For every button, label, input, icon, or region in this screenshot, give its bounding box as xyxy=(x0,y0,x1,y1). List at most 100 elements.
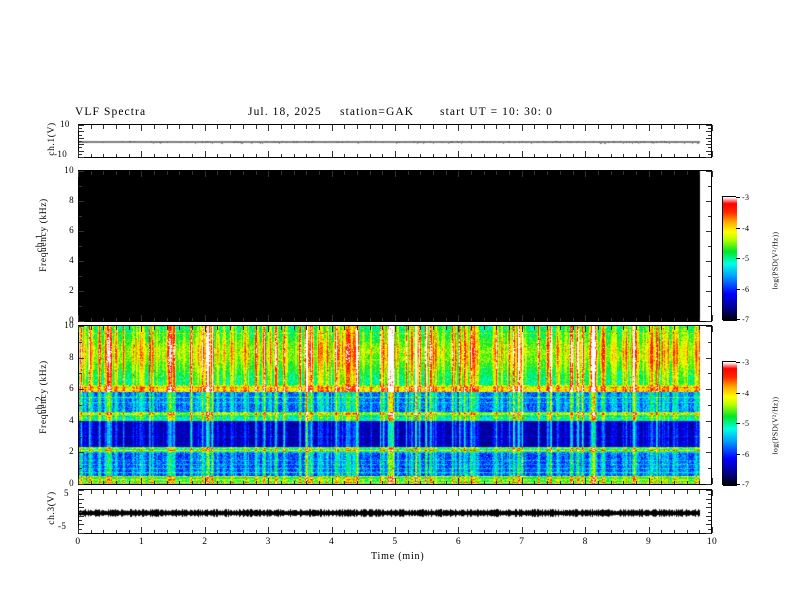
ch2-spectrogram-ytick-right xyxy=(706,452,711,453)
ch1-spectrogram-xtick-top xyxy=(230,171,231,175)
ch2-spectrogram-xtick-top xyxy=(129,326,130,330)
ch1-spectrogram-xtick-bottom xyxy=(573,317,574,321)
ch3-voltage-xtick-top xyxy=(585,490,586,496)
ch2-spectrogram-xtick-bottom xyxy=(205,478,206,484)
ch1-spectrogram-xtick-top xyxy=(141,171,142,177)
ch1-spectrogram-xtick-bottom xyxy=(230,317,231,321)
ch1-voltage-xtick-top xyxy=(167,125,168,129)
ch3-voltage-ytick-left xyxy=(79,499,84,500)
ch3-voltage-xtick-top xyxy=(344,490,345,494)
ch1-spectrogram-xtick-bottom xyxy=(522,315,523,321)
ch2-spectrogram-xtick-bottom xyxy=(91,480,92,484)
panel-ch2-spectrogram xyxy=(78,325,712,485)
ch2-spectrogram-ytick-left xyxy=(79,452,84,453)
ch1-voltage-xtick-top xyxy=(129,125,130,129)
ch2-spectrogram-xtick-bottom xyxy=(141,478,142,484)
ch1-voltage-xtick-top xyxy=(205,125,206,131)
ch1-voltage-xtick-top xyxy=(420,125,421,129)
ch3-voltage-xtick-bottom xyxy=(319,529,320,533)
ch1-spectrogram-xtick-bottom xyxy=(534,317,535,321)
ch2-spectrogram-xtick-bottom xyxy=(471,480,472,484)
ch3-voltage-ytick-right xyxy=(708,503,711,504)
ch1-spectrogram-xtick-top xyxy=(154,171,155,175)
ch1-spectrogram-ytick-right xyxy=(708,216,711,217)
ch2-spectrogram-area xyxy=(79,326,711,484)
ch2-spectrogram-xtick-bottom xyxy=(116,480,117,484)
ch3-voltage-xtick-top xyxy=(547,490,548,494)
ch1-voltage-xtick-bottom xyxy=(471,153,472,157)
ch2-spectrogram-ytick-label: 0 xyxy=(69,478,74,488)
ch2-spectrogram-ytick-right xyxy=(708,342,711,343)
ch3-voltage-xtick-top xyxy=(699,490,700,494)
ch3-voltage-ytick-right xyxy=(706,533,711,534)
ch1-voltage-ytick-right xyxy=(706,144,711,145)
ch2-spectrogram-ytick-left xyxy=(79,342,82,343)
ch1-voltage-xtick-bottom xyxy=(585,151,586,157)
ch3-voltage-xtick-top xyxy=(611,490,612,494)
ch1-voltage-xtick-bottom xyxy=(78,151,79,157)
ch3-voltage-ytick-5: 5 xyxy=(64,488,69,498)
ch2-spectrogram-xtick-top xyxy=(116,326,117,330)
ch1-spectrogram-ytick-left xyxy=(79,186,82,187)
ch1-spectrogram-ytick-right xyxy=(708,276,711,277)
ch1-spectrogram-xtick-bottom xyxy=(179,317,180,321)
ch2-spectrogram-xtick-bottom xyxy=(129,480,130,484)
ch3-voltage-xtick-bottom xyxy=(636,529,637,533)
ch1-spectrogram-xtick-top xyxy=(547,171,548,175)
ch1-spectrogram-xtick-bottom xyxy=(598,317,599,321)
x-axis-ticklabel: 2 xyxy=(202,537,208,547)
ch1-voltage-xtick-top xyxy=(306,125,307,129)
ch1-voltage-ytick-right xyxy=(708,128,711,129)
ch3-voltage-xtick-bottom xyxy=(230,529,231,533)
ch3-voltage-xtick-bottom xyxy=(712,527,713,533)
ch3-voltage-ytick-right xyxy=(706,490,711,491)
ch3-voltage-xtick-bottom xyxy=(534,529,535,533)
ch2-spectrogram-xtick-top xyxy=(205,326,206,332)
ch1-voltage-xtick-top xyxy=(585,125,586,131)
ch1-spectrogram-area xyxy=(79,171,711,321)
ch3-voltage-xtick-bottom xyxy=(446,529,447,533)
ch1-colorbar-ticklabel: -7 xyxy=(742,315,750,324)
ch2-colorbar-tick xyxy=(736,484,740,485)
ch1-voltage-xtick-bottom xyxy=(496,153,497,157)
ch3-voltage-xtick-top xyxy=(433,490,434,494)
ch2-spectrogram-xtick-bottom xyxy=(573,480,574,484)
ch1-voltage-xtick-top xyxy=(332,125,333,131)
ch2-spectrogram-xtick-top xyxy=(370,326,371,330)
ch3-voltage-ytick-left xyxy=(79,520,82,521)
ch1-voltage-xtick-top xyxy=(319,125,320,129)
ch1-voltage-xtick-bottom xyxy=(382,153,383,157)
ch3-voltage-xtick-bottom xyxy=(573,529,574,533)
x-axis-ticklabel: 10 xyxy=(706,537,718,547)
ch1-voltage-ytick-right xyxy=(708,147,711,148)
ch2-spectrogram-xtick-top xyxy=(408,326,409,330)
ch1-voltage-xtick-top xyxy=(408,125,409,129)
ch3-voltage-ytick-left xyxy=(79,512,82,513)
panel-ch3-voltage xyxy=(78,489,712,534)
x-axis-ticklabel: 5 xyxy=(392,537,398,547)
ch3-voltage-xtick-top xyxy=(103,490,104,494)
ch1-voltage-ytick-left xyxy=(79,135,82,136)
ch1-voltage-xtick-top xyxy=(611,125,612,129)
ch2-spectrogram-xtick-top xyxy=(382,326,383,330)
ch3-voltage-xtick-top xyxy=(458,490,459,496)
ch2-spectrogram-xtick-top xyxy=(522,326,523,332)
ch1-spectrogram-ytick-label: 0 xyxy=(69,315,74,325)
ch3-voltage-xtick-top xyxy=(382,490,383,494)
ch1-voltage-xtick-bottom xyxy=(192,153,193,157)
ch1-spectrogram-xtick-bottom xyxy=(205,315,206,321)
ch2-spectrogram-xtick-bottom xyxy=(420,480,421,484)
ch2-spectrogram-xtick-top xyxy=(699,326,700,330)
ch2-spectrogram-xtick-top xyxy=(446,326,447,330)
ch3-voltage-xtick-top xyxy=(534,490,535,494)
ch1-voltage-xtick-bottom xyxy=(281,153,282,157)
ch3-voltage-xtick-bottom xyxy=(471,529,472,533)
ch1-spectrogram-axis-label-frequency: Frequency (kHz) xyxy=(39,198,49,272)
ch2-spectrogram-xtick-bottom xyxy=(560,480,561,484)
x-axis-ticklabel: 8 xyxy=(582,537,588,547)
ch2-colorbar-tick xyxy=(736,423,740,424)
ch3-voltage-xtick-top xyxy=(649,490,650,496)
ch2-spectrogram-ytick-left xyxy=(79,389,84,390)
ch1-voltage-xtick-top xyxy=(154,125,155,129)
